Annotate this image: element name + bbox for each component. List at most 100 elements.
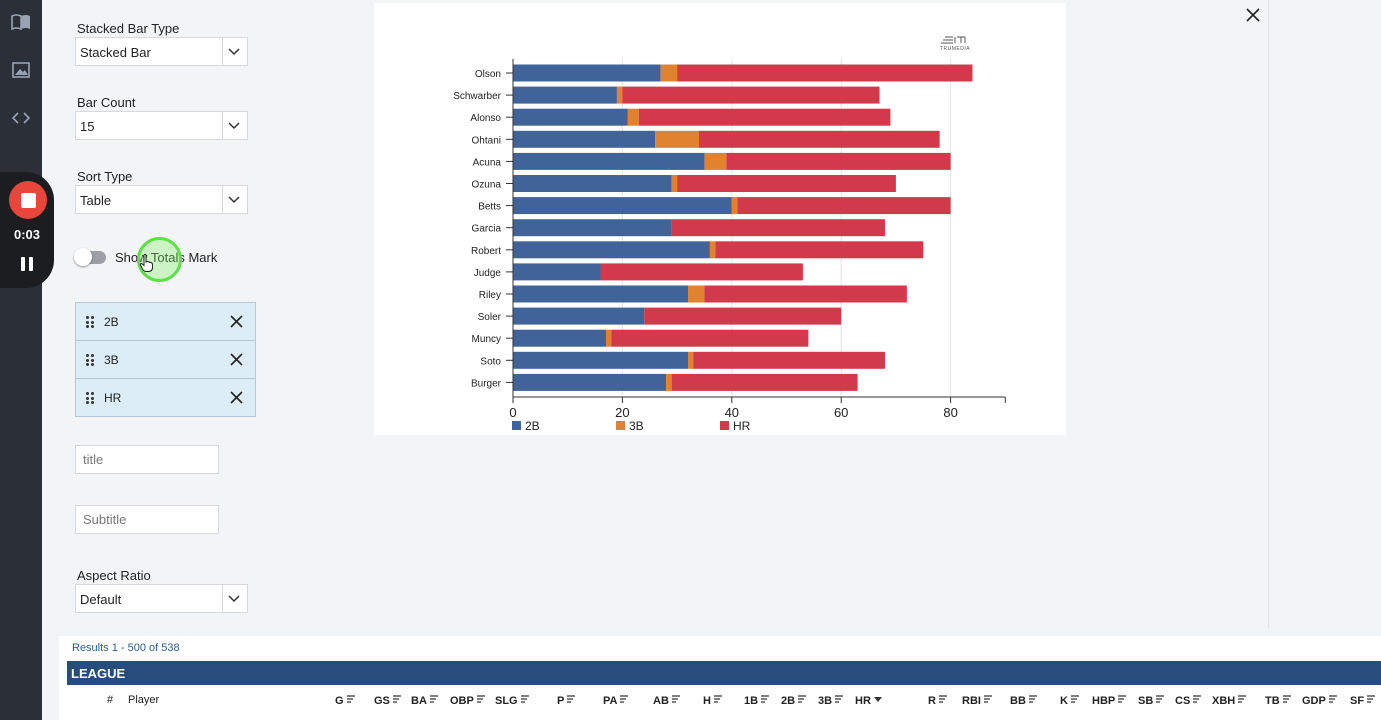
series-name: 3B	[104, 353, 119, 367]
title-input[interactable]	[75, 445, 219, 474]
bar-2b-betts	[513, 197, 732, 215]
subtitle-input[interactable]	[75, 505, 219, 534]
category-label: Schwarber	[453, 91, 501, 102]
code-icon[interactable]	[11, 108, 31, 128]
column-header-xbh[interactable]: XBH	[1212, 694, 1247, 707]
sort-icon[interactable]	[671, 694, 680, 703]
remove-icon[interactable]	[230, 391, 243, 404]
series-name: 2B	[104, 315, 119, 329]
sort-icon[interactable]	[429, 694, 438, 703]
league-group-header: LEAGUE	[67, 661, 1381, 685]
column-header-k[interactable]: K	[1060, 694, 1079, 707]
column-header-tb[interactable]: TB	[1265, 694, 1291, 707]
column-header-player[interactable]: Player	[128, 694, 159, 706]
series-item-hr[interactable]: HR	[76, 379, 255, 417]
sort-icon[interactable]	[835, 694, 844, 703]
column-header-1b[interactable]: 1B	[744, 694, 770, 707]
sort-icon[interactable]	[1282, 694, 1291, 703]
chevron-down-icon	[228, 48, 240, 56]
sort-icon[interactable]	[1367, 694, 1376, 703]
bar-hr-judge	[600, 263, 803, 281]
bar-3b-betts	[731, 197, 738, 215]
category-label: Soler	[478, 312, 502, 323]
column-header-sb[interactable]: SB	[1138, 694, 1165, 707]
sort-type-value: Table	[80, 193, 112, 208]
sort-icon[interactable]	[567, 694, 576, 703]
column-header-p[interactable]: P	[557, 694, 576, 707]
sort-icon[interactable]	[1028, 694, 1037, 703]
legend-label-2b: 2B	[525, 419, 540, 433]
sort-icon[interactable]	[520, 694, 529, 703]
sort-icon[interactable]	[1193, 694, 1202, 703]
column-header-hbp[interactable]: HBP	[1092, 694, 1127, 707]
column-header-gdp[interactable]: GDP	[1302, 694, 1337, 707]
series-item-2b[interactable]: 2B	[76, 303, 255, 341]
sort-icon[interactable]	[620, 694, 629, 703]
sort-desc-icon[interactable]	[873, 694, 882, 702]
column-header-h[interactable]: H	[703, 694, 722, 707]
bar-hr-olson	[677, 64, 973, 82]
column-header-label: OBP	[450, 695, 474, 707]
column-header-gs[interactable]: GS	[374, 694, 401, 707]
column-header-label: K	[1060, 695, 1068, 707]
column-header-obp[interactable]: OBP	[450, 694, 485, 707]
drag-handle-icon[interactable]	[86, 316, 94, 328]
stacked-bar-type-label: Stacked Bar Type	[77, 21, 180, 36]
column-header-ab[interactable]: AB	[653, 694, 680, 707]
sort-icon[interactable]	[1070, 694, 1079, 703]
image-icon[interactable]	[11, 60, 31, 80]
column-header-hr[interactable]: HR	[855, 694, 882, 707]
column-header-sf[interactable]: SF	[1350, 694, 1376, 707]
series-item-3b[interactable]: 3B	[76, 341, 255, 379]
column-header-slg[interactable]: SLG	[495, 694, 529, 707]
bar-2b-alonso	[513, 108, 628, 126]
sort-icon[interactable]	[476, 694, 485, 703]
column-header-label: RBI	[962, 695, 981, 707]
sort-icon[interactable]	[1238, 694, 1247, 703]
bar-2b-ozuna	[513, 175, 672, 192]
sort-icon[interactable]	[938, 694, 947, 703]
sort-icon[interactable]	[798, 694, 807, 703]
sort-icon[interactable]	[983, 694, 992, 703]
column-header-bb[interactable]: BB	[1010, 694, 1037, 707]
sort-icon[interactable]	[1118, 694, 1127, 703]
sort-icon[interactable]	[392, 694, 401, 703]
bar-count-select[interactable]: 15	[75, 111, 248, 140]
column-header-[interactable]: #	[107, 694, 113, 706]
column-header-rbi[interactable]: RBI	[962, 694, 992, 707]
show-totals-toggle[interactable]	[74, 248, 106, 266]
bar-hr-muncy	[611, 329, 809, 347]
stop-recording-button[interactable]	[9, 181, 47, 219]
close-icon[interactable]	[1245, 7, 1261, 23]
sort-icon[interactable]	[713, 694, 722, 703]
column-header-label: R	[928, 695, 936, 707]
drag-handle-icon[interactable]	[86, 392, 94, 404]
aspect-ratio-select[interactable]: Default	[75, 584, 248, 613]
column-header-ba[interactable]: BA	[411, 694, 438, 707]
sort-icon[interactable]	[1328, 694, 1337, 703]
column-header-label: P	[557, 695, 565, 707]
column-header-pa[interactable]: PA	[603, 694, 629, 707]
sort-type-select[interactable]: Table	[75, 185, 248, 214]
recording-timer: 0:03	[13, 227, 41, 242]
sort-icon[interactable]	[346, 694, 355, 703]
column-header-r[interactable]: R	[928, 694, 947, 707]
remove-icon[interactable]	[230, 315, 243, 328]
category-label: Robert	[471, 246, 501, 257]
bar-3b-ozuna	[671, 175, 678, 192]
bar-hr-ozuna	[677, 175, 896, 192]
sort-type-label: Sort Type	[77, 169, 133, 184]
column-header-2b[interactable]: 2B	[781, 694, 807, 707]
book-icon[interactable]	[11, 12, 31, 32]
drag-handle-icon[interactable]	[86, 354, 94, 366]
column-header-cs[interactable]: CS	[1175, 694, 1202, 707]
column-header-label: AB	[653, 695, 669, 707]
column-header-g[interactable]: G	[335, 694, 355, 707]
sort-icon[interactable]	[1156, 694, 1165, 703]
pause-icon[interactable]	[20, 257, 34, 271]
stacked-bar-type-select[interactable]: Stacked Bar	[75, 37, 248, 66]
aspect-ratio-value: Default	[80, 592, 122, 607]
sort-icon[interactable]	[761, 694, 770, 703]
column-header-3b[interactable]: 3B	[818, 694, 844, 707]
remove-icon[interactable]	[230, 353, 243, 366]
